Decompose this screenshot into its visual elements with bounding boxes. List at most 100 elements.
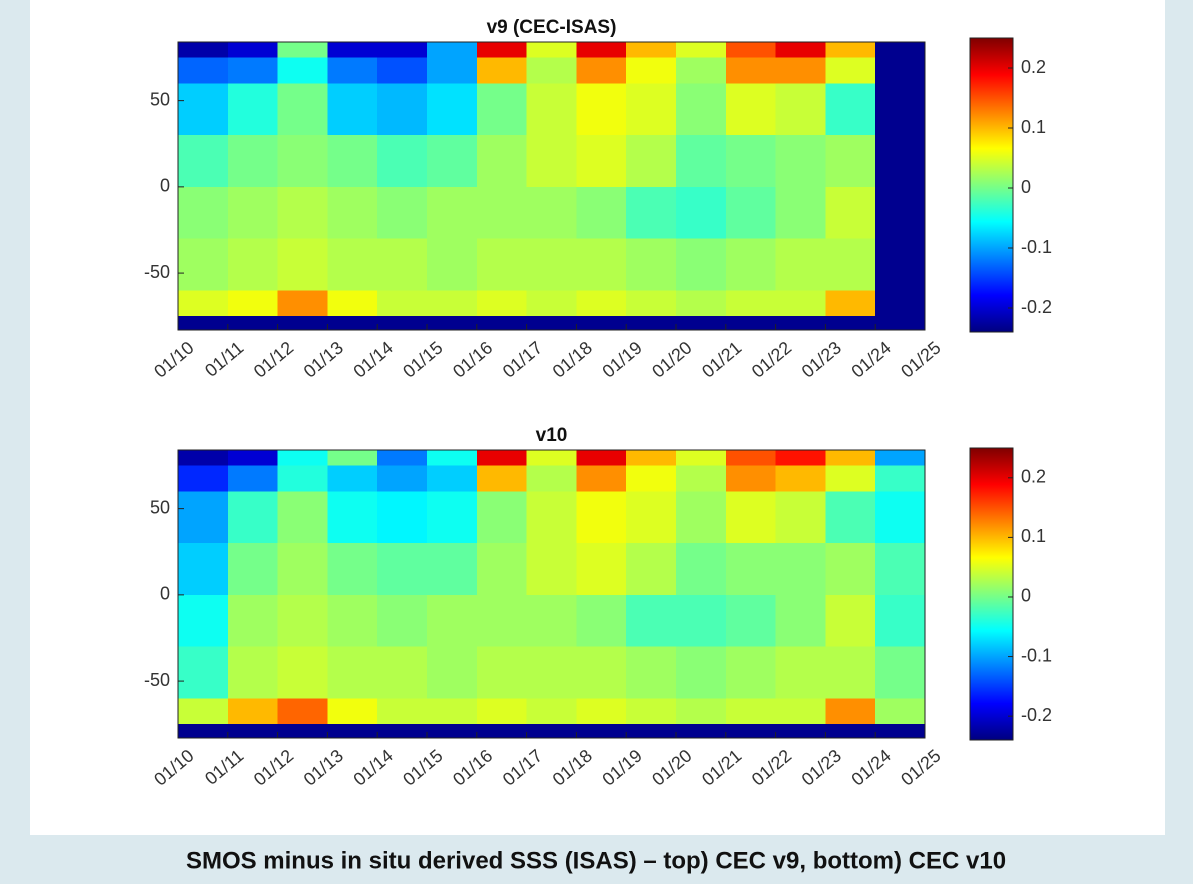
heatmap-cell — [825, 135, 876, 187]
heatmap-cell — [377, 450, 427, 466]
heatmap-cell — [427, 543, 477, 595]
heatmap-cell — [825, 186, 876, 239]
heatmap-cell — [476, 698, 527, 725]
heatmap-cell — [626, 491, 676, 544]
heatmap-cell — [476, 57, 527, 84]
heatmap-cell — [178, 135, 228, 187]
heatmap-cell — [825, 238, 876, 291]
heatmap-cell — [775, 698, 826, 725]
heatmap-cell — [626, 186, 676, 239]
heatmap-cell — [775, 594, 826, 647]
heatmap-cell — [825, 450, 876, 466]
heatmap-cell — [875, 465, 925, 492]
heatmap-cell — [875, 450, 925, 466]
heatmap-cell — [526, 450, 577, 466]
heatmap-cell — [277, 698, 328, 725]
heatmap-cell — [227, 186, 278, 239]
colorbar — [969, 447, 1014, 741]
heatmap-cell — [526, 83, 577, 136]
heatmap-cell — [576, 83, 627, 136]
heatmap-cell — [725, 57, 776, 84]
colorbar-tick-label: 0.2 — [1021, 57, 1046, 77]
heatmap-cell — [676, 83, 726, 136]
heatmap-cell — [576, 57, 627, 84]
heatmap-cell — [775, 646, 826, 699]
heatmap-cell — [526, 698, 577, 725]
heatmap-cell — [476, 465, 527, 492]
heatmap-cell — [327, 186, 378, 239]
heatmap-cell — [377, 42, 427, 58]
heatmap-cell — [476, 491, 527, 544]
heatmap-cell — [626, 594, 676, 647]
heatmap-cell — [626, 83, 676, 136]
heatmap-cell — [327, 491, 378, 544]
colorbar-tick-label: -0.1 — [1021, 645, 1052, 665]
heatmap-cell — [825, 83, 876, 136]
heatmap-cell — [277, 646, 328, 699]
y-tick-label: 0 — [160, 176, 170, 196]
heatmap-cell — [725, 491, 776, 544]
heatmap-cell — [277, 290, 328, 317]
heatmap-cell — [576, 543, 627, 595]
heatmap-cell — [476, 543, 527, 595]
heatmap-cell — [227, 698, 278, 725]
heatmap-cell — [725, 646, 776, 699]
heatmap-cell — [178, 543, 228, 595]
heatmap-cell — [576, 135, 627, 187]
colorbar-tick-label: 0.2 — [1021, 467, 1046, 487]
heatmap-cell — [875, 594, 925, 647]
heatmap-cell — [427, 491, 477, 544]
heatmap-cell — [526, 543, 577, 595]
heatmap-cell — [576, 698, 627, 725]
heatmap-cell — [825, 42, 876, 58]
heatmap-cell — [377, 698, 427, 725]
heatmap-cell — [576, 290, 627, 317]
colorbar-tick-label: 0.1 — [1021, 526, 1046, 546]
heatmap-cell — [377, 83, 427, 136]
heatmap-cell — [875, 491, 925, 544]
heatmap-cell — [327, 543, 378, 595]
heatmap-cell — [227, 465, 278, 492]
heatmap-cell — [725, 42, 776, 58]
heatmap-cell — [327, 135, 378, 187]
heatmap-cell — [825, 491, 876, 544]
heatmap-cell — [526, 491, 577, 544]
heatmap-cell — [327, 42, 378, 58]
heatmap-cell — [775, 238, 826, 291]
heatmap-cell — [626, 450, 676, 466]
heatmap-cell — [825, 646, 876, 699]
heatmap-cell — [427, 186, 477, 239]
y-tick-label: -50 — [144, 670, 170, 690]
colorbar-tick-label: 0 — [1021, 586, 1031, 606]
heatmap-cell — [476, 594, 527, 647]
chart-title: v9 (CEC-ISAS) — [487, 17, 617, 38]
heatmap-cell — [526, 594, 577, 647]
heatmap-cell — [178, 83, 228, 136]
heatmap-cell — [626, 57, 676, 84]
heatmap-cell — [775, 465, 826, 492]
y-tick-label: -50 — [144, 262, 170, 282]
heatmap-cell — [377, 57, 427, 84]
heatmap-cell — [825, 543, 876, 595]
heatmap-cell — [775, 290, 826, 317]
heatmap-cell — [476, 42, 527, 58]
heatmap-cell — [725, 290, 776, 317]
heatmap-cell — [626, 135, 676, 187]
heatmap-cell — [576, 594, 627, 647]
heatmap-cell — [676, 698, 726, 725]
heatmap-cell — [626, 646, 676, 699]
heatmap-cell — [825, 290, 876, 317]
heatmap-cell — [277, 594, 328, 647]
heatmap-cell — [676, 450, 726, 466]
heatmap-cell — [676, 543, 726, 595]
heatmap-cell — [875, 543, 925, 595]
heatmap-cell — [725, 594, 776, 647]
heatmap-cell — [476, 135, 527, 187]
heatmap-cell — [526, 238, 577, 291]
heatmap-cell — [626, 698, 676, 725]
heatmap-cell — [626, 465, 676, 492]
heatmap-cell — [377, 238, 427, 291]
heatmap-cell — [227, 238, 278, 291]
heatmap-cell — [377, 491, 427, 544]
heatmap-cell — [676, 186, 726, 239]
